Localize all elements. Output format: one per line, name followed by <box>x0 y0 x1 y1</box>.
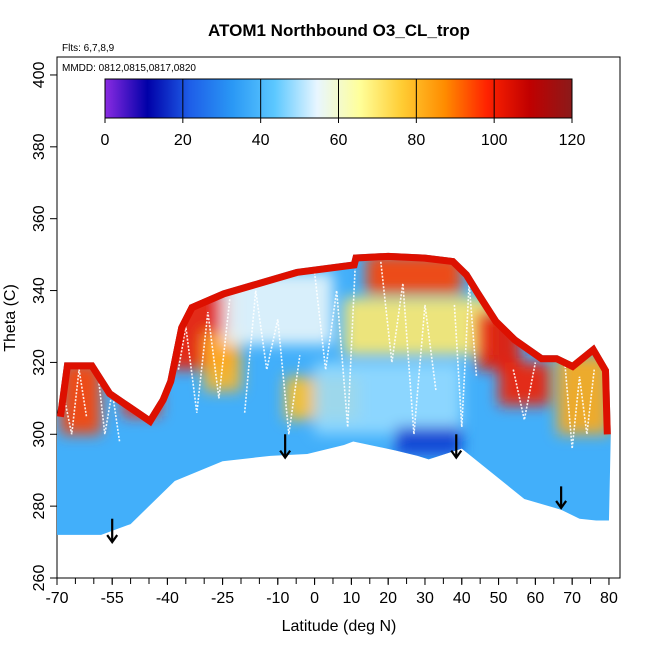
flight-track <box>243 290 301 435</box>
x-tick-label: -25 <box>211 590 234 607</box>
x-tick-label: 50 <box>490 590 508 607</box>
x-tick-label: -70 <box>45 590 68 607</box>
y-tick-label: 280 <box>31 493 48 520</box>
x-tick-label: 20 <box>379 590 397 607</box>
heatmap-region <box>344 297 492 356</box>
x-axis-label: Latitude (deg N) <box>282 618 397 635</box>
colorbar-tick-label: 100 <box>481 132 508 149</box>
y-tick-label: 320 <box>31 349 48 376</box>
flight-track <box>63 369 88 435</box>
x-tick-label: -40 <box>156 590 179 607</box>
x-tick-label: 60 <box>526 590 544 607</box>
colorbar-tick-label: 0 <box>101 132 110 149</box>
y-tick-label: 260 <box>31 565 48 592</box>
x-tick-label: 40 <box>453 590 471 607</box>
flight-track <box>96 369 121 442</box>
x-tick-label: 10 <box>342 590 360 607</box>
y-axis-label: Theta (C) <box>2 284 19 352</box>
chart-title: ATOM1 Northbound O3_CL_trop <box>208 21 470 40</box>
dates-annotation: MMDD: 0812,0815,0817,0820 <box>62 63 196 74</box>
flight-track <box>564 362 596 449</box>
arrow-head <box>450 449 463 460</box>
arrow-head <box>279 449 292 460</box>
x-tick-label: 80 <box>600 590 618 607</box>
x-tick-label: 30 <box>416 590 434 607</box>
colorbar-tick-label: 80 <box>407 132 425 149</box>
x-tick-label: 0 <box>310 590 319 607</box>
x-tick-label: -10 <box>266 590 289 607</box>
y-tick-label: 340 <box>31 277 48 304</box>
arrow-head <box>555 500 568 510</box>
x-tick-label: -55 <box>101 590 124 607</box>
flights-annotation: Flts: 6,7,8,9 <box>62 43 115 54</box>
heatmap-region <box>314 362 462 435</box>
arrow-head <box>106 534 119 544</box>
colorbar-tick-label: 20 <box>174 132 192 149</box>
heatmap-region <box>498 362 551 406</box>
plot-area: -70 -55 -40 -25 -10 0 10 20 30 40 50 60 70 80 260 280 3… <box>31 56 621 607</box>
plot-frame <box>56 56 621 579</box>
colorbar-tick-label: 120 <box>559 132 586 149</box>
flight-track <box>380 261 437 435</box>
colorbar-tick-label: 60 <box>330 132 348 149</box>
y-tick-label: 400 <box>31 62 48 89</box>
flight-track <box>453 283 478 428</box>
colorbar-tick-label: 40 <box>252 132 270 149</box>
y-tick-label: 300 <box>31 421 48 448</box>
x-tick-label: 70 <box>563 590 581 607</box>
y-tick-label: 360 <box>31 205 48 232</box>
colorbar: 0 20 40 60 80 100 120 <box>101 78 586 149</box>
flight-track <box>177 297 231 413</box>
y-tick-label: 380 <box>31 133 48 160</box>
